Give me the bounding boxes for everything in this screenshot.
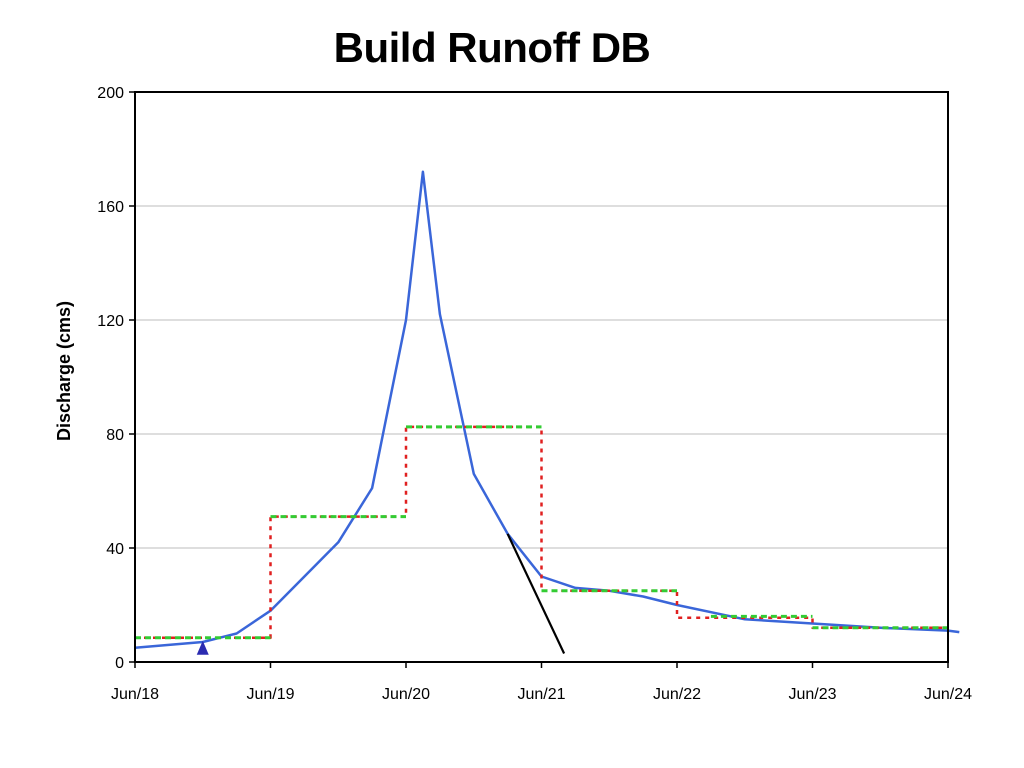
triangle-marker [196,640,209,655]
series-line-1 [135,425,948,640]
x-tick-label: Jun/20 [382,686,430,703]
x-tick-label: Jun/24 [924,686,972,703]
series-line-3 [506,533,566,654]
x-tick-label: Jun/18 [111,686,159,703]
x-tick-label: Jun/19 [246,686,294,703]
y-tick-label: 40 [106,541,124,558]
y-tick-label: 120 [97,313,124,330]
x-tick-label: Jun/23 [788,686,836,703]
series-line-0 [134,170,960,650]
y-tick-label: 200 [97,85,124,102]
x-tick-label: Jun/21 [517,686,565,703]
chart-title: Build Runoff DB [333,24,651,71]
x-tick-label: Jun/22 [653,686,701,703]
series-layer [134,170,960,655]
y-axis-title: Discharge (cms) [54,301,74,441]
ticks: 0 40 80 120 160 200 Jun/18 Jun/19 Jun/20 Jun/21 Ju… [97,85,972,703]
y-tick-label: 80 [106,427,124,444]
y-tick-label: 0 [115,655,124,672]
y-tick-label: 160 [97,199,124,216]
